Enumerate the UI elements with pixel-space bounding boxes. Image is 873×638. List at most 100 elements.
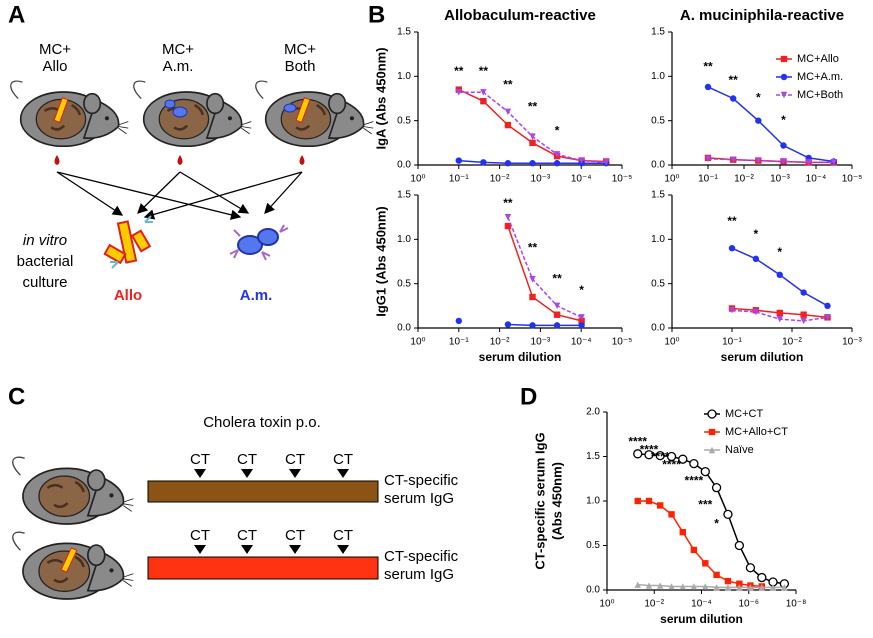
- bacteria-icon: [60, 547, 78, 573]
- marker: [689, 458, 699, 469]
- x-tick-label: 10⁻¹: [722, 337, 742, 348]
- marker: [645, 582, 653, 589]
- panel-label: C: [8, 383, 25, 410]
- mouse: [254, 79, 375, 148]
- y-tick-label: 1.5: [397, 190, 411, 201]
- x-axis-label: serum dilution: [479, 350, 562, 364]
- bacteria-icon: [295, 97, 311, 123]
- marker: [529, 322, 536, 329]
- significance: *: [781, 113, 786, 127]
- marker: [578, 314, 585, 321]
- bacteria-icon: [172, 106, 188, 118]
- group-label: MC+: [162, 41, 194, 58]
- group-label: Allo: [42, 58, 67, 75]
- y-axis-label: (Abs 450nm): [549, 462, 564, 540]
- blood-drop: [299, 155, 305, 165]
- arrow: [56, 171, 124, 216]
- marker: [553, 151, 561, 158]
- axis: [671, 195, 852, 329]
- arrow: [143, 171, 303, 220]
- marker: [480, 159, 487, 166]
- marker: [455, 157, 462, 164]
- marker: [690, 546, 698, 554]
- significance: *: [756, 91, 761, 105]
- y-tick-label: 0.0: [651, 160, 665, 171]
- x-tick-label: 10⁰: [410, 337, 425, 348]
- y-tick-label: 0.0: [651, 323, 665, 334]
- marker: [553, 311, 561, 318]
- marker: [724, 577, 732, 585]
- significance: *: [555, 123, 560, 137]
- bacteria-icon: [164, 99, 176, 109]
- marker: [713, 571, 720, 579]
- marker: [780, 55, 788, 63]
- marker: [704, 155, 712, 162]
- marker: [634, 497, 641, 505]
- legend-label: MC+Allo+CT: [725, 426, 788, 438]
- marker: [529, 293, 536, 301]
- marker: [780, 142, 787, 149]
- bacteria-icon: [53, 97, 69, 123]
- marker: [633, 449, 643, 459]
- group-label: Both: [285, 58, 316, 75]
- marker: [655, 450, 665, 461]
- significance: **: [703, 60, 713, 74]
- marker: [755, 157, 762, 164]
- marker: [708, 446, 716, 454]
- marker: [800, 311, 807, 318]
- dose-label: CT: [333, 527, 353, 544]
- marker: [702, 583, 709, 590]
- bacteria-icon: [283, 103, 297, 113]
- arrow: [56, 171, 242, 220]
- marker: [702, 560, 709, 567]
- series-line: [637, 453, 785, 585]
- legend-label: Naïve: [725, 444, 754, 456]
- chart: 0.0 0.5 1.0 1.5 2.0 10⁰ 10⁻² 10⁻⁴ 10⁻⁶ 10⁻⁸ serum …: [532, 407, 806, 627]
- y-tick-label: 1.0: [651, 71, 665, 82]
- x-tick-label: 10⁰: [664, 174, 679, 185]
- significance: ****: [628, 434, 647, 448]
- axis: [417, 32, 622, 166]
- marker: [723, 509, 733, 519]
- marker: [708, 428, 716, 436]
- readout-label: serum IgG: [384, 566, 454, 583]
- marker: [729, 156, 737, 163]
- am-bacteria: [229, 224, 289, 261]
- chart-title: A. muciniphila-reactive: [680, 7, 844, 24]
- marker: [679, 528, 686, 536]
- series-line: [707, 86, 834, 163]
- culture-label: in vitro: [23, 232, 67, 249]
- x-tick-label: 10⁻²: [490, 174, 510, 185]
- marker: [678, 454, 688, 464]
- significance: ***: [698, 498, 712, 512]
- y-tick-label: 1.5: [651, 190, 665, 201]
- mouse: [11, 530, 135, 601]
- mouse: [9, 79, 130, 148]
- marker: [769, 584, 777, 591]
- dose-label: CT: [190, 527, 210, 544]
- marker: [553, 160, 561, 167]
- marker: [713, 584, 720, 591]
- marker: [504, 160, 512, 167]
- marker: [504, 121, 512, 129]
- legend-label: MC+Both: [797, 89, 843, 101]
- x-tick-label: 10⁻³: [531, 337, 551, 348]
- marker: [480, 89, 487, 96]
- marker: [634, 581, 641, 588]
- x-tick-label: 10⁻⁵: [612, 174, 633, 185]
- group-label: A.m.: [163, 58, 194, 75]
- arrow: [264, 171, 303, 214]
- x-axis-label: serum dilution: [660, 612, 743, 626]
- y-tick-label: 1.0: [397, 71, 411, 82]
- x-axis-label: serum dilution: [721, 350, 804, 364]
- marker: [736, 584, 743, 591]
- legend-label: MC+Allo: [797, 53, 839, 65]
- x-tick-label: 10⁻⁴: [806, 174, 827, 185]
- x-tick-label: 10⁻⁴: [571, 174, 592, 185]
- panel-label: B: [368, 1, 385, 28]
- dose-label: CT: [237, 527, 257, 544]
- marker: [755, 117, 762, 124]
- panel-label: A: [8, 1, 25, 28]
- y-tick-label: 0.0: [397, 160, 411, 171]
- marker: [529, 276, 536, 283]
